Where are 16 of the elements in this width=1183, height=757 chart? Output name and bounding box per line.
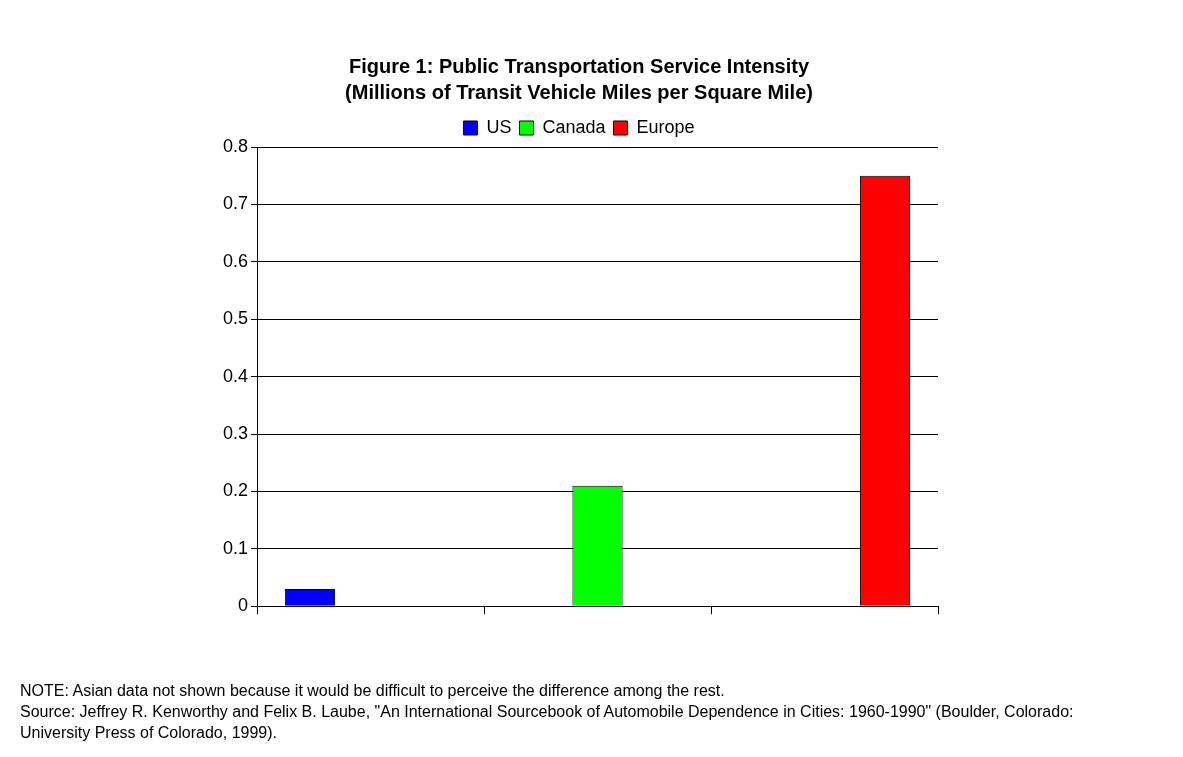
y-tick-label: 0.4 [222,365,249,386]
legend-label: Canada [542,116,607,137]
y-tick-label: 0.3 [222,422,249,443]
y-tick-label: 0.6 [222,250,249,271]
chart-title: Figure 1: Public Transportation Service Intensity [348,54,810,77]
legend-label: US [486,116,512,137]
source-note: Source: Jeffrey R. Kenworthy and Felix B. Laube, "An International Sourcebook of Automobile Dependence in Cities: 1960-1990" (Boulder, Colorado: University Press of Colorado, 1999). [20,702,1075,743]
y-tick-label: 0.7 [222,193,249,214]
y-tick-label: 0.1 [222,537,249,558]
legend-label: Europe [636,116,695,137]
y-tick-label: 0.5 [222,308,249,329]
text: NOTE: Asian data not shown because it would be difficult to perceive the difference among the rest. [20,681,726,701]
chart-subtitle: (Millions of Transit Vehicle Miles per Square Mile) [345,80,813,103]
y-tick-label: 0.2 [222,480,249,501]
y-tick-label: 0.8 [222,135,249,156]
y-tick-label: 0 [238,595,249,616]
